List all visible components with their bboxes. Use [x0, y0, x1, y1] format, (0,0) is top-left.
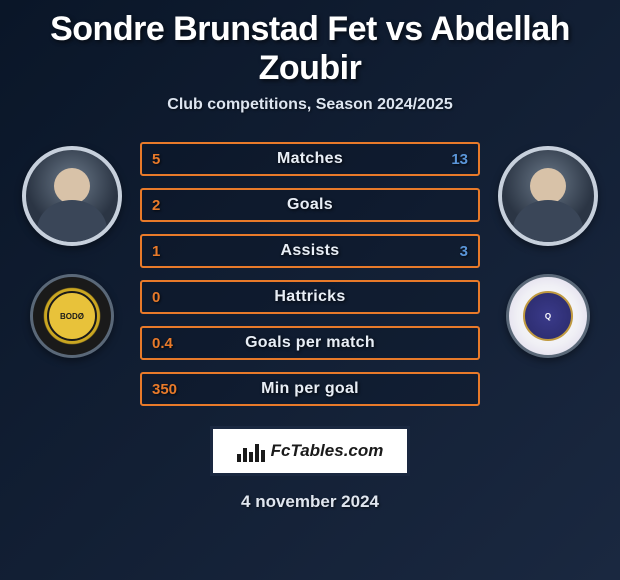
- stat-label: Matches: [277, 150, 343, 168]
- stat-row: 2 Goals: [140, 188, 480, 222]
- stat-value-left: 0.4: [152, 335, 173, 352]
- footer-brand-badge: FcTables.com: [210, 426, 410, 476]
- club-logo-right-inner: Q: [523, 291, 573, 341]
- stat-value-left: 350: [152, 381, 177, 398]
- main-area: BODØ 5 Matches 13 2 Goals 1 Assists 3 0 Hattricks…: [0, 142, 620, 406]
- stat-value-left: 1: [152, 243, 160, 260]
- stat-row: 5 Matches 13: [140, 142, 480, 176]
- stat-label: Hattricks: [274, 288, 345, 306]
- brand-bar: [237, 454, 241, 462]
- brand-bar: [249, 452, 253, 462]
- stat-row: 350 Min per goal: [140, 372, 480, 406]
- stat-label: Goals per match: [245, 334, 375, 352]
- stat-row: 1 Assists 3: [140, 234, 480, 268]
- stats-column: 5 Matches 13 2 Goals 1 Assists 3 0 Hattricks 0.4 Go…: [140, 142, 480, 406]
- left-column: BODØ: [20, 142, 124, 358]
- stat-value-left: 2: [152, 197, 160, 214]
- brand-bar: [261, 450, 265, 462]
- page-title: Sondre Brunstad Fet vs Abdellah Zoubir: [0, 10, 620, 88]
- page-subtitle: Club competitions, Season 2024/2025: [0, 96, 620, 114]
- stat-value-right: 3: [460, 243, 468, 260]
- stat-label: Goals: [287, 196, 333, 214]
- date-line: 4 november 2024: [0, 492, 620, 512]
- brand-bars-icon: [237, 440, 265, 462]
- player-photo-left: [22, 146, 122, 246]
- club-logo-left-inner: BODØ: [47, 291, 97, 341]
- club-logo-left: BODØ: [30, 274, 114, 358]
- right-column: Q: [496, 142, 600, 358]
- stat-value-right: 13: [451, 151, 468, 168]
- footer-brand-text: FcTables.com: [271, 441, 384, 461]
- club-logo-right: Q: [506, 274, 590, 358]
- stat-value-left: 5: [152, 151, 160, 168]
- brand-bar: [243, 448, 247, 462]
- stat-row: 0.4 Goals per match: [140, 326, 480, 360]
- brand-bar: [255, 444, 259, 462]
- stat-label: Min per goal: [261, 380, 359, 398]
- infographic-container: Sondre Brunstad Fet vs Abdellah Zoubir C…: [0, 0, 620, 580]
- stat-label: Assists: [280, 242, 339, 260]
- stat-value-left: 0: [152, 289, 160, 306]
- stat-row: 0 Hattricks: [140, 280, 480, 314]
- player-photo-right: [498, 146, 598, 246]
